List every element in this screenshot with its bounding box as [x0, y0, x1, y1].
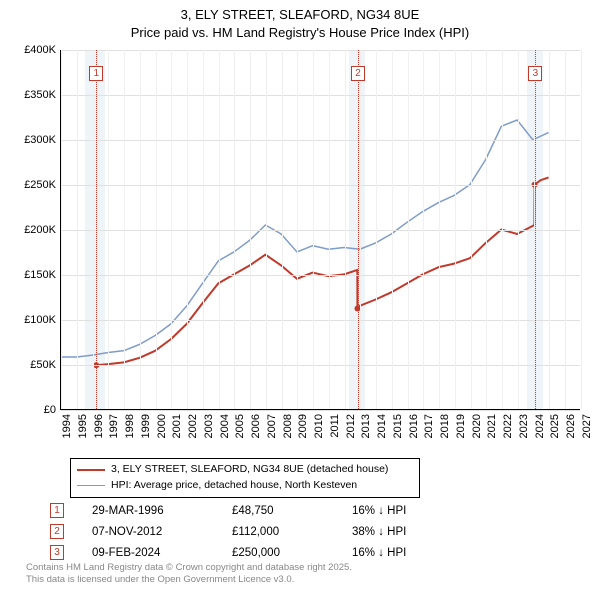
legend-label: HPI: Average price, detached house, Nort… [111, 478, 357, 494]
x-tick-label: 2000 [156, 414, 168, 438]
x-tick-label: 2003 [203, 414, 215, 438]
y-tick-label: £100K [6, 314, 56, 326]
x-tick-label: 2017 [423, 414, 435, 438]
y-tick-label: £250K [6, 179, 56, 191]
x-tick-label: 2014 [376, 414, 388, 438]
x-tick-label: 2001 [171, 414, 183, 438]
legend-swatch [77, 485, 105, 487]
sale-marker: 1 [50, 503, 64, 518]
y-tick-label: £50K [6, 359, 56, 371]
sale-date: 09-FEB-2024 [92, 547, 232, 559]
title-address: 3, ELY STREET, SLEAFORD, NG34 8UE [0, 6, 600, 24]
footer-attribution: Contains HM Land Registry data © Crown c… [26, 562, 352, 586]
sale-marker: 2 [351, 66, 365, 81]
x-tick-label: 2004 [219, 414, 231, 438]
sale-price: £112,000 [232, 526, 352, 538]
x-tick-label: 2007 [266, 414, 278, 438]
footer-line: Contains HM Land Registry data © Crown c… [26, 562, 352, 574]
x-tick-label: 2019 [455, 414, 467, 438]
x-tick-label: 2013 [360, 414, 372, 438]
y-tick-label: £200K [6, 224, 56, 236]
x-tick-label: 2008 [282, 414, 294, 438]
sale-marker: 3 [50, 545, 64, 560]
sale-price: £250,000 [232, 547, 352, 559]
legend-label: 3, ELY STREET, SLEAFORD, NG34 8UE (detac… [111, 462, 388, 478]
x-tick-label: 2005 [234, 414, 246, 438]
sale-marker: 2 [50, 524, 64, 539]
y-tick-label: £350K [6, 89, 56, 101]
x-tick-label: 2022 [502, 414, 514, 438]
sale-delta: 16% ↓ HPI [352, 505, 462, 517]
x-tick-label: 2016 [408, 414, 420, 438]
x-tick-label: 2023 [518, 414, 530, 438]
x-tick-label: 1996 [93, 414, 105, 438]
sale-delta: 16% ↓ HPI [352, 547, 462, 559]
legend-item: HPI: Average price, detached house, Nort… [77, 478, 413, 494]
x-tick-label: 2020 [471, 414, 483, 438]
x-tick-label: 2025 [549, 414, 561, 438]
table-row: 2 07-NOV-2012£112,00038% ↓ HPI [50, 521, 462, 542]
x-tick-label: 2024 [534, 414, 546, 438]
x-tick-label: 1997 [108, 414, 120, 438]
sale-marker: 3 [528, 66, 542, 81]
x-tick-label: 1995 [77, 414, 89, 438]
table-row: 3 09-FEB-2024£250,00016% ↓ HPI [50, 542, 462, 563]
x-tick-label: 2011 [329, 414, 341, 438]
title-subtitle: Price paid vs. HM Land Registry's House … [0, 24, 600, 42]
x-tick-label: 1999 [140, 414, 152, 438]
y-tick-label: £0 [6, 404, 56, 416]
y-tick-label: £300K [6, 134, 56, 146]
legend: 3, ELY STREET, SLEAFORD, NG34 8UE (detac… [70, 458, 420, 498]
sale-delta: 38% ↓ HPI [352, 526, 462, 538]
chart-title: 3, ELY STREET, SLEAFORD, NG34 8UE Price … [0, 0, 600, 41]
x-tick-label: 2026 [565, 414, 577, 438]
x-tick-label: 2018 [439, 414, 451, 438]
x-tick-label: 2010 [313, 414, 325, 438]
footer-line: This data is licensed under the Open Gov… [26, 574, 352, 586]
x-tick-label: 2006 [250, 414, 262, 438]
x-tick-label: 2027 [581, 414, 593, 438]
x-tick-label: 2002 [187, 414, 199, 438]
y-tick-label: £150K [6, 269, 56, 281]
chart-plot-area: £0£50K£100K£150K£200K£250K£300K£350K£400… [60, 50, 580, 410]
x-tick-label: 2021 [486, 414, 498, 438]
sale-date: 07-NOV-2012 [92, 526, 232, 538]
x-tick-label: 2009 [297, 414, 309, 438]
y-tick-label: £400K [6, 44, 56, 56]
sale-marker: 1 [89, 66, 103, 81]
sales-table: 129-MAR-1996£48,75016% ↓ HPI207-NOV-2012… [50, 500, 462, 563]
x-tick-label: 2012 [345, 414, 357, 438]
sale-price: £48,750 [232, 505, 352, 517]
sale-date: 29-MAR-1996 [92, 505, 232, 517]
x-tick-label: 1998 [124, 414, 136, 438]
legend-item: 3, ELY STREET, SLEAFORD, NG34 8UE (detac… [77, 462, 413, 478]
table-row: 1 29-MAR-1996£48,75016% ↓ HPI [50, 500, 462, 521]
legend-swatch [77, 469, 105, 471]
x-tick-label: 2015 [392, 414, 404, 438]
x-tick-label: 1994 [61, 414, 73, 438]
